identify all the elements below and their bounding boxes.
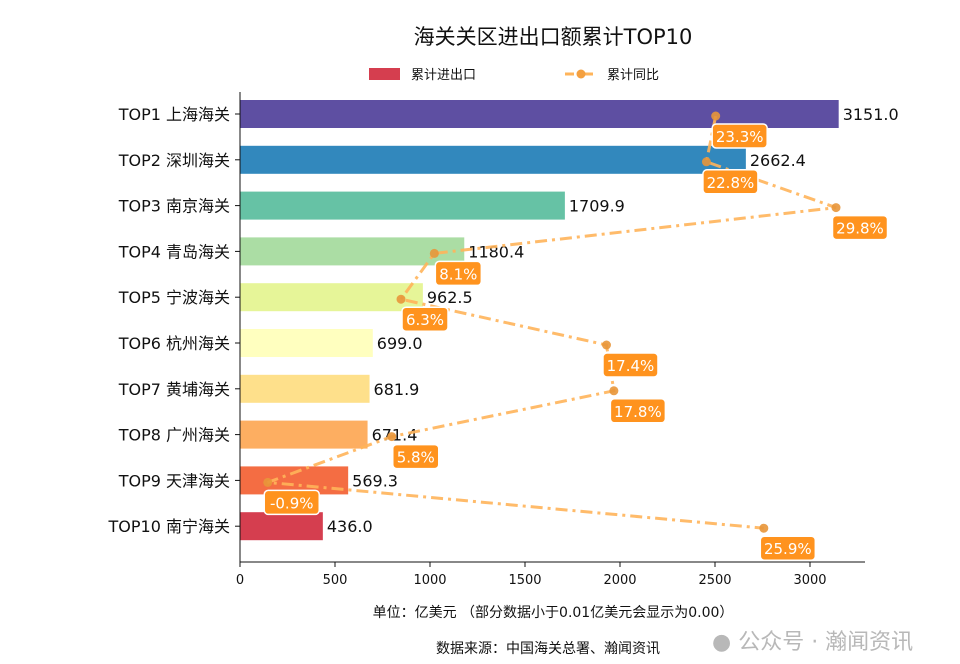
yoy-label-box: [831, 214, 889, 241]
yoy-marker: [711, 111, 721, 121]
yoy-marker: [701, 157, 711, 167]
y-tick-label: TOP5 宁波海关: [118, 288, 230, 307]
yoy-label: -0.9%: [270, 494, 314, 512]
yoy-label-box: [401, 306, 449, 332]
legend: 累计进出口 累计同比: [369, 68, 659, 83]
yoy-label: 29.8%: [836, 220, 884, 238]
yoy-label-box: [759, 535, 817, 561]
x-tick-label: 3000: [793, 573, 826, 588]
yoy-label-box: [711, 123, 768, 149]
bar: [240, 191, 565, 220]
yoy-label: 17.8%: [614, 403, 662, 421]
legend-marker: [576, 69, 586, 79]
x-tick-label: 1000: [413, 573, 446, 588]
x-tick-label: 1500: [508, 573, 541, 588]
y-tick-label: TOP10 南宁海关: [108, 517, 230, 536]
bar: [240, 145, 746, 174]
yoy-label-box: [434, 260, 483, 287]
yoy-label: 23.3%: [716, 128, 764, 146]
yoy-marker: [831, 203, 841, 213]
yoy-label-box: [702, 169, 759, 195]
yoy-marker: [429, 248, 439, 258]
yoy-label-box: [263, 489, 320, 516]
x-axis-label: 单位：亿美元 （部分数据小于0.01亿美元会显示为0.00）: [373, 605, 734, 621]
legend-label-bar: 累计进出口: [411, 68, 476, 83]
y-tick-label: TOP9 天津海关: [118, 471, 230, 490]
bar: [240, 374, 370, 403]
watermark: ● 公众号 · 瀚闻资讯: [712, 630, 913, 656]
bar-value-label: 1180.4: [468, 242, 524, 261]
yoy-marker: [396, 294, 406, 304]
y-tick-label: TOP2 深圳海关: [118, 151, 230, 170]
x-tick-label: 2500: [698, 573, 731, 588]
bar-value-label: 699.0: [377, 334, 423, 353]
y-tick-label: TOP6 杭州海关: [118, 334, 230, 353]
yoy-marker: [609, 386, 619, 396]
yoy-label: 6.3%: [406, 311, 444, 329]
yoy-label-box: [609, 398, 667, 424]
yoy-label: 8.1%: [439, 265, 477, 283]
yoy-line: [267, 115, 837, 530]
y-tick-label: TOP8 广州海关: [118, 426, 230, 445]
yoy-marker: [263, 477, 273, 487]
bar-value-label: 3151.0: [843, 105, 899, 124]
source-note: 数据来源：中国海关总署、瀚闻资讯: [436, 641, 660, 657]
bar-value-label: 962.5: [427, 288, 473, 307]
chart-title: 海关关区进出口额累计TOP10: [414, 25, 693, 49]
bar-value-label: 681.9: [374, 380, 420, 399]
legend-label-line: 累计同比: [607, 68, 659, 83]
yoy-label: 5.8%: [397, 449, 435, 467]
bar: [240, 329, 373, 357]
bar: [240, 237, 465, 266]
yoy-label: 25.9%: [764, 540, 812, 558]
bar: [240, 283, 423, 312]
y-tick-label: TOP7 黄埔海关: [118, 380, 230, 399]
x-tick-label: 2000: [603, 573, 636, 588]
bar-value-label: 569.3: [352, 471, 398, 490]
bar-value-label: 2662.4: [750, 151, 806, 170]
yoy-marker: [387, 432, 397, 442]
bar: [240, 420, 368, 449]
legend-swatch-bar: [369, 68, 400, 80]
bar-value-label: 1709.9: [569, 197, 625, 216]
bar: [240, 512, 323, 541]
yoy-label-box: [392, 443, 440, 470]
y-tick-label: TOP4 青岛海关: [118, 242, 230, 261]
yoy-label: 22.8%: [707, 174, 755, 192]
yoy-marker: [601, 340, 611, 350]
y-tick-label: TOP1 上海海关: [118, 105, 230, 124]
yoy-label-box: [602, 352, 659, 378]
y-tick-label: TOP3 南京海关: [118, 197, 230, 216]
yoy-label: 17.4%: [607, 357, 655, 375]
bar-value-label: 436.0: [327, 517, 373, 536]
x-tick-label: 500: [323, 573, 348, 588]
yoy-marker: [759, 523, 769, 533]
x-tick-label: 0: [236, 573, 244, 588]
watermark-text: 公众号 · 瀚闻资讯: [738, 630, 914, 655]
wechat-icon: ●: [712, 630, 732, 655]
